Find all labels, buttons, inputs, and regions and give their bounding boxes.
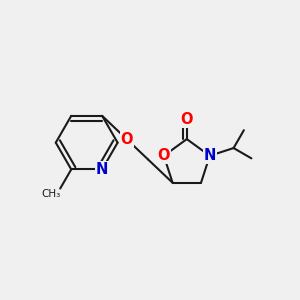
Text: O: O xyxy=(181,112,193,128)
Text: CH₃: CH₃ xyxy=(41,188,60,199)
Text: N: N xyxy=(96,162,108,177)
Text: O: O xyxy=(121,132,133,147)
Text: O: O xyxy=(158,148,170,163)
Text: N: N xyxy=(204,148,216,163)
